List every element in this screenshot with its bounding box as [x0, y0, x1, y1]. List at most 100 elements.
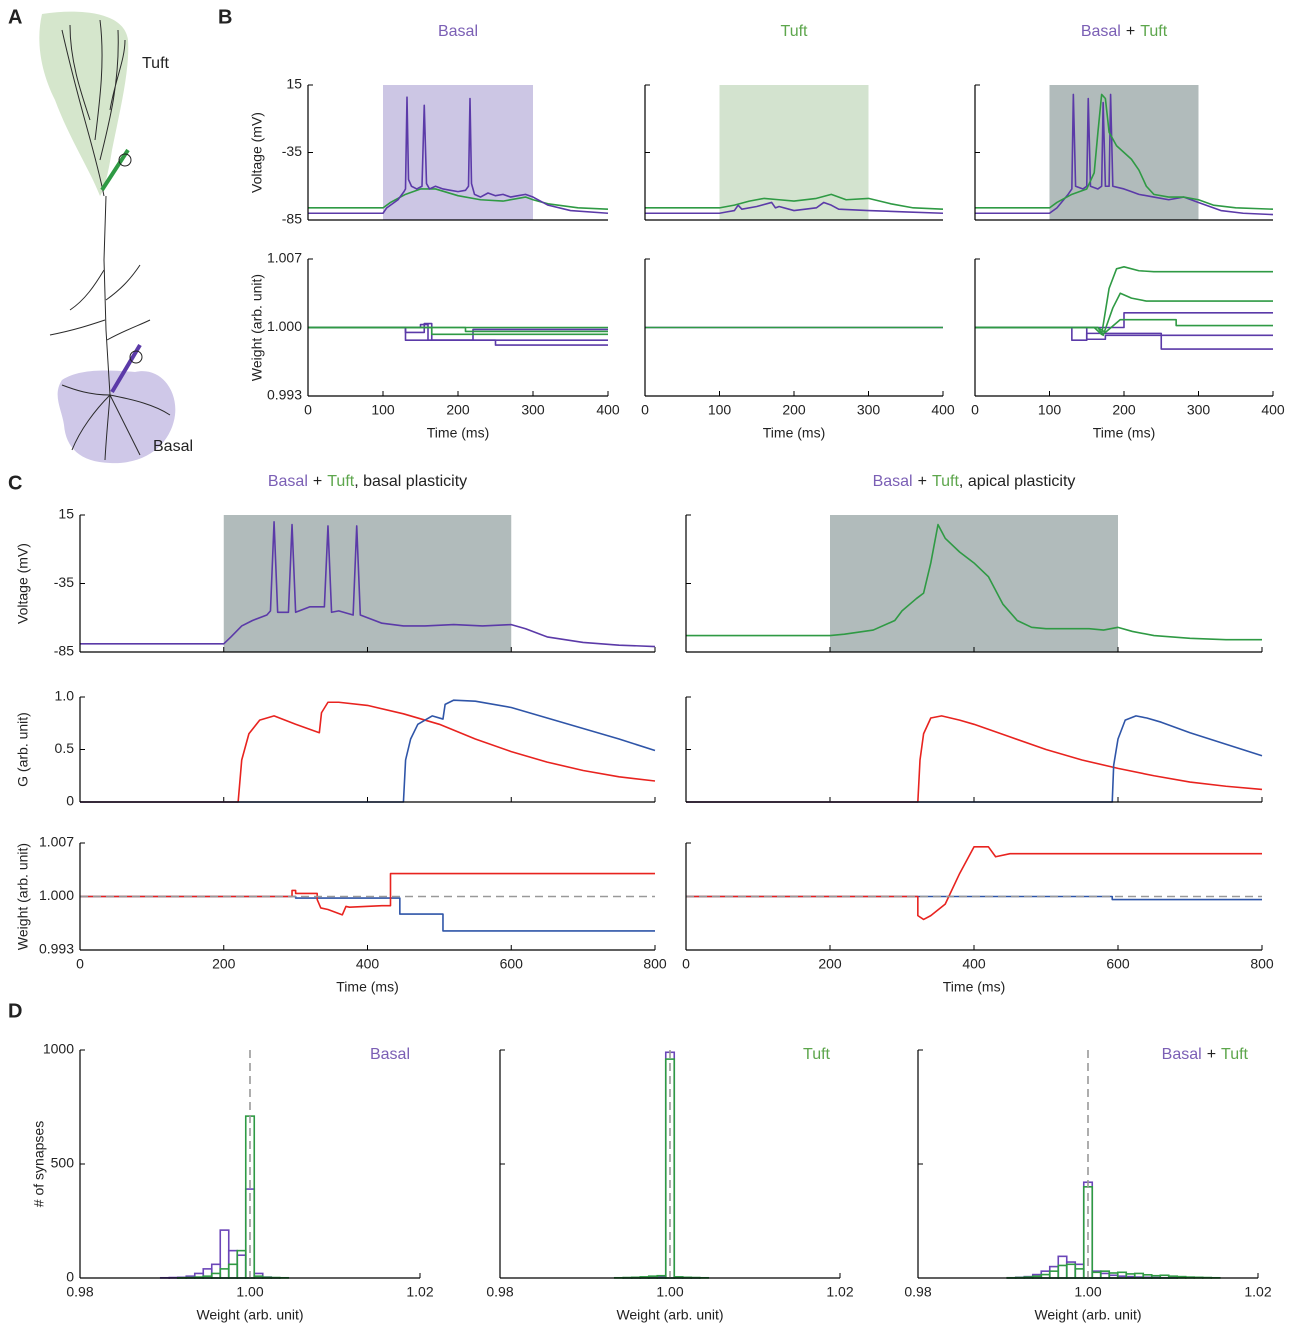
trace — [308, 96, 609, 215]
x-tick-label: 400 — [962, 956, 986, 972]
chart: G (arb. unit) 0 0.5 1.0 — [15, 688, 656, 809]
x-tick-label: 200 — [1112, 402, 1136, 418]
y-tick-label: 0 — [66, 793, 74, 809]
x-tick-label: 800 — [1250, 956, 1274, 972]
x-tick-label: 200 — [446, 402, 470, 418]
x-tick-label: 400 — [596, 402, 620, 418]
chart: Voltage (mV) -85 -35 15 — [249, 76, 609, 227]
histogram-bar — [210, 1272, 222, 1279]
trace — [975, 266, 1273, 336]
histogram-bar — [1057, 1255, 1068, 1279]
y-tick-label: 15 — [58, 506, 74, 522]
title: Basal + Tuft, basal plasticity — [268, 473, 467, 490]
title-part: Tuft — [327, 473, 355, 490]
y-tick-label: 1.000 — [39, 887, 74, 903]
chart: Time (ms) 0 100 200 300 400 — [971, 258, 1285, 441]
histogram-bar — [227, 1263, 239, 1279]
panel-label: D — [8, 1000, 22, 1022]
x-tick-label: 100 — [708, 402, 732, 418]
trace — [80, 701, 656, 803]
title: Basal + Tuft — [1081, 23, 1168, 40]
basal-electrode — [110, 343, 142, 394]
y-tick-label: 15 — [286, 76, 302, 92]
chart: # of synapses Weight (arb. unit) 0 500 1000 0… — [31, 1041, 434, 1323]
trace — [686, 715, 1263, 803]
tuft-label: Tuft — [142, 55, 170, 72]
y-tick-label: 1.000 — [267, 318, 302, 334]
trace — [80, 521, 656, 648]
y-tick-label: -85 — [282, 211, 302, 227]
neuron-drawing: Tuft Basal — [39, 11, 193, 464]
title-part: Basal — [438, 23, 478, 40]
histogram-bar — [1116, 1271, 1128, 1279]
histogram-bar — [1048, 1270, 1060, 1279]
dendrites — [49, 19, 171, 461]
trace — [686, 846, 1262, 921]
y-tick-label: 0.5 — [55, 740, 75, 756]
histogram-bar — [1099, 1270, 1111, 1279]
title-part: + — [918, 473, 927, 490]
x-tick-label: 0.98 — [904, 1284, 931, 1300]
y-tick-label: 1.007 — [39, 834, 74, 850]
stimulus-window — [719, 85, 869, 220]
x-tick-label: 400 — [356, 956, 380, 972]
trace — [308, 326, 608, 333]
basal-label: Basal — [153, 438, 193, 455]
x-tick-label: 0.98 — [486, 1284, 513, 1300]
title-part: Tuft — [781, 23, 809, 40]
trace — [975, 326, 1273, 350]
title-part: Tuft — [803, 1046, 831, 1063]
x-tick-label: 1.02 — [826, 1284, 853, 1300]
trace — [975, 93, 1274, 216]
tuft-electrode-tip — [118, 153, 132, 167]
histogram-bar — [1091, 1271, 1102, 1279]
y-tick-label: 0 — [66, 1269, 74, 1285]
chart — [685, 696, 1263, 803]
x-axis-label: Weight (arb. unit) — [196, 1307, 303, 1323]
x-tick-label: 100 — [1038, 402, 1062, 418]
x-tick-label: 1.02 — [406, 1284, 433, 1300]
chart: Weight (arb. unit) 0.98 1.00 1.02 — [486, 1049, 854, 1323]
title-part: Tuft — [932, 473, 960, 490]
title-part: Basal — [1162, 1046, 1202, 1063]
title-part: + — [1207, 1046, 1216, 1063]
x-tick-label: 300 — [1187, 402, 1211, 418]
title-part: Basal — [873, 473, 913, 490]
chart — [644, 84, 944, 221]
x-axis-label: Weight (arb. unit) — [616, 1307, 723, 1323]
x-tick-label: 400 — [931, 402, 955, 418]
panel-label: A — [8, 6, 22, 28]
x-tick-label: 0 — [682, 956, 690, 972]
histogram-bar — [1074, 1268, 1085, 1279]
x-tick-label: 0 — [76, 956, 84, 972]
histogram-bar — [1065, 1263, 1077, 1279]
trace — [975, 318, 1273, 334]
trace — [645, 193, 944, 210]
panel-label: C — [8, 472, 22, 494]
x-tick-label: 0 — [641, 402, 649, 418]
trace — [686, 523, 1262, 641]
trace — [975, 93, 1274, 210]
x-tick-label: 800 — [643, 956, 667, 972]
title: Tuft — [803, 1046, 831, 1063]
trace — [308, 322, 608, 346]
x-axis-label: Time (ms) — [943, 979, 1005, 995]
title-part: , basal plasticity — [354, 473, 467, 490]
basal-electrode-tip — [129, 350, 143, 364]
y-axis-label: Weight (arb. unit) — [15, 843, 31, 950]
y-tick-label: 1.0 — [55, 688, 75, 704]
chart — [974, 84, 1274, 221]
histogram-bar — [1133, 1272, 1145, 1279]
x-tick-label: 200 — [818, 956, 842, 972]
trace — [686, 715, 1263, 803]
title-part: Tuft — [1221, 1046, 1249, 1063]
y-tick-label: -35 — [282, 143, 302, 159]
x-axis-label: Time (ms) — [427, 425, 489, 441]
title-part: Basal — [268, 473, 308, 490]
title: Basal + Tuft — [1162, 1046, 1249, 1063]
x-axis-label: Time (ms) — [336, 979, 398, 995]
title-part: Basal — [370, 1046, 410, 1063]
histogram-bar — [236, 1254, 247, 1279]
x-tick-label: 1.00 — [236, 1284, 263, 1300]
